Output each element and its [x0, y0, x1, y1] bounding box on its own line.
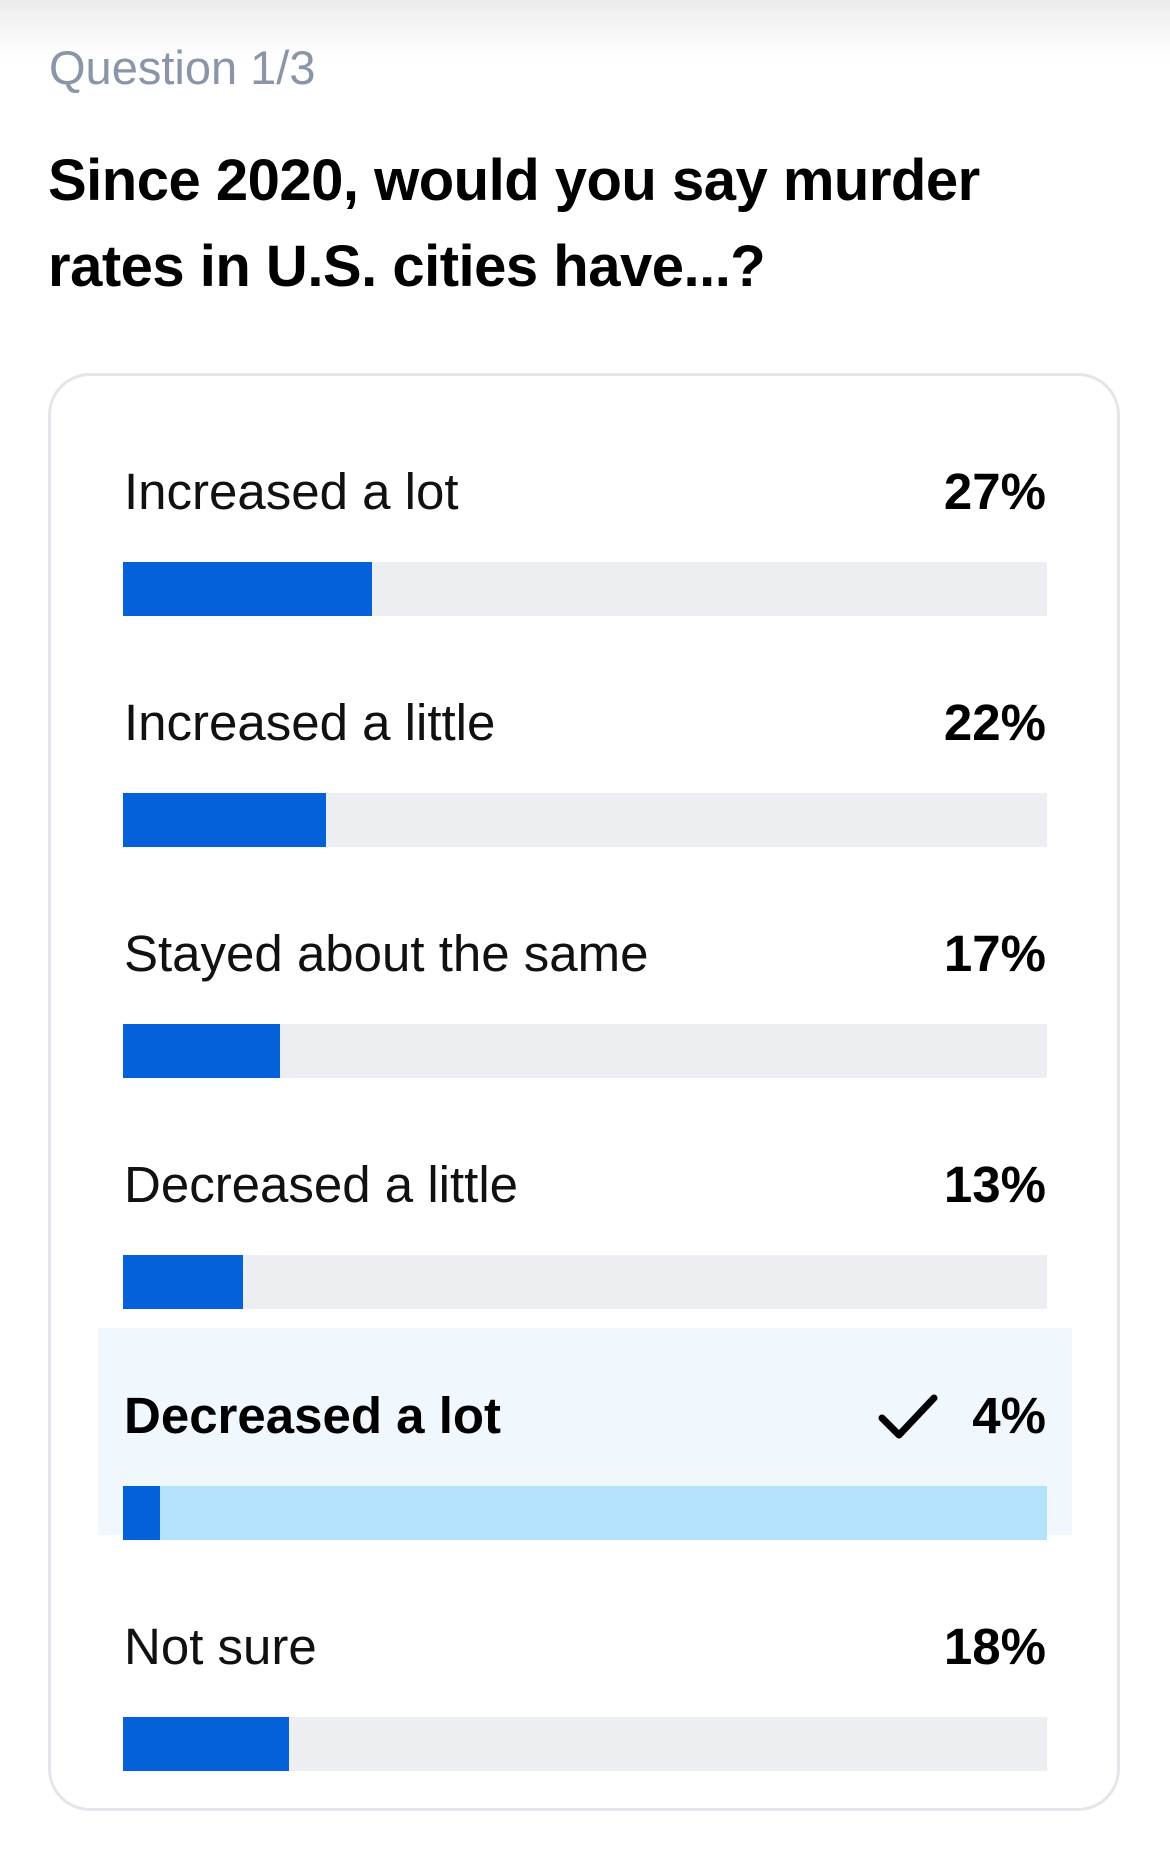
option-percent: 13%: [943, 1156, 1046, 1213]
question-counter: Question 1/3: [49, 41, 316, 94]
check-icon: [878, 1394, 938, 1439]
option-percent: 18%: [943, 1618, 1046, 1675]
result-bar-fill: [123, 793, 327, 847]
poll-option-increased-a-little[interactable]: Increased a little 22%: [98, 635, 1072, 847]
option-label: Not sure: [124, 1618, 317, 1675]
result-bar-fill: [123, 1486, 160, 1540]
top-shadow: [0, 0, 1170, 60]
poll-option-stayed-about-the-same[interactable]: Stayed about the same 17%: [98, 866, 1072, 1078]
option-percent: 4%: [972, 1387, 1046, 1444]
result-bar-track: [123, 1255, 1047, 1309]
option-percent: 27%: [943, 463, 1046, 520]
option-label: Increased a little: [124, 694, 496, 751]
result-bar-track: [123, 1486, 1047, 1540]
poll-option-decreased-a-little[interactable]: Decreased a little 13%: [98, 1097, 1072, 1309]
result-bar-fill: [123, 1717, 290, 1771]
option-label: Decreased a lot: [124, 1387, 502, 1444]
option-percent: 22%: [943, 694, 1046, 751]
option-label: Increased a lot: [124, 463, 459, 520]
result-bar-fill: [123, 1255, 244, 1309]
result-bar-track: [123, 793, 1047, 847]
result-bar-track: [123, 1717, 1047, 1771]
result-bar-fill: [123, 1024, 281, 1078]
poll-option-decreased-a-lot[interactable]: Decreased a lot 4%: [98, 1328, 1072, 1540]
poll-option-not-sure[interactable]: Not sure 18%: [98, 1559, 1072, 1771]
option-label: Decreased a little: [124, 1156, 519, 1213]
option-label: Stayed about the same: [124, 925, 649, 982]
question-title: Since 2020, would you say murder rates i…: [48, 148, 980, 299]
poll-option-increased-a-lot[interactable]: Increased a lot 27%: [98, 404, 1072, 616]
result-bar-track: [123, 1024, 1047, 1078]
result-bar-fill: [123, 562, 373, 616]
option-percent: 17%: [943, 925, 1046, 982]
result-bar-track: [123, 562, 1047, 616]
results-card: [48, 373, 1120, 1811]
